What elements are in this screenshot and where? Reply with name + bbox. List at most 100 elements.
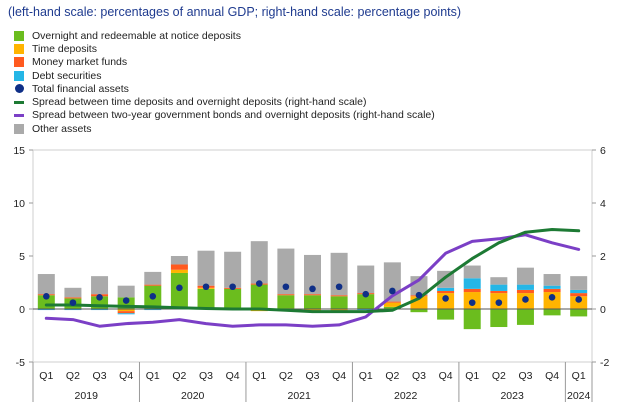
legend-item-debt: Debt securities [14,69,435,82]
legend-label: Overnight and redeemable at notice depos… [32,29,241,42]
bar-overnight [357,294,375,309]
bar-debt [516,284,534,290]
total-financial-assets-point [96,294,103,301]
bar-mmf [330,295,348,297]
x-tick-label: Q3 [199,370,213,382]
total-financial-assets-point [255,280,263,287]
legend-label: Other assets [32,122,92,135]
bar-time [117,309,135,312]
x-tick-label: Q2 [385,370,399,382]
right-axis-tick-label: 0 [600,304,606,316]
bar-other [224,251,242,288]
legend-label: Money market funds [32,56,128,69]
series-line-spread_bond [44,233,581,328]
bar-mmf [383,301,401,303]
x-tick-label: Q4 [332,370,346,382]
left-axis-tick-label: 0 [19,304,25,316]
bar-other [91,276,109,295]
year-label: 2020 [181,390,205,402]
total-financial-assets-point [468,299,476,306]
bar-debt [570,289,588,294]
total-financial-assets-point [442,295,449,302]
legend: Overnight and redeemable at notice depos… [14,29,435,135]
x-tick-label: Q1 [39,370,53,382]
legend-item-spread_time: Spread between time deposits and overnig… [14,95,435,108]
bar-debt [117,313,135,315]
bar-overnight [383,306,401,309]
x-tick-label: Q2 [172,370,186,382]
total-financial-assets-point [522,296,529,303]
legend-item-total: Total financial assets [14,82,435,95]
right-axis-tick-label: -2 [600,357,609,369]
x-tick-label: Q3 [93,370,107,382]
year-label: 2023 [500,390,524,402]
x-tick-label: Q3 [305,370,319,382]
bar-other [277,248,295,295]
bar-overnight [570,309,588,317]
bar-overnight [197,288,215,309]
bar-overnight [516,309,534,325]
bar-other [170,256,188,265]
x-tick-label: Q1 [465,370,479,382]
x-tick-label: Q4 [439,370,453,382]
total-financial-assets-point [176,284,183,292]
bar-debt [91,309,109,311]
bar-other [37,274,55,295]
total-financial-assets-point [575,296,582,303]
bar-debt [144,309,162,311]
x-tick-label: Q1 [252,370,266,382]
bar-overnight [224,288,242,309]
bar-other [117,285,135,298]
bar-debt [490,284,508,291]
total-financial-assets-point [415,291,423,299]
bar-debt [357,309,375,311]
bar-other [330,252,348,296]
x-tick-label: Q2 [279,370,293,382]
bar-debt [543,285,561,289]
legend-label: Time deposits [32,42,97,55]
bar-other [543,274,561,286]
bar-time [170,269,188,273]
bar-mmf [543,288,561,293]
bar-mmf [277,294,295,296]
legend-label: Spread between two-year government bonds… [32,109,435,122]
legend-swatch-spread_time [14,100,24,104]
x-tick-label: Q3 [412,370,426,382]
x-tick-label: Q4 [226,370,240,382]
left-axis-tick-label: 10 [13,198,25,210]
x-tick-label: Q4 [119,370,133,382]
bar-mmf [117,311,135,314]
total-financial-assets-point [69,299,77,306]
left-axis-tick-label: -5 [16,357,25,369]
legend-swatch-overnight [14,30,24,41]
total-financial-assets-point [309,285,316,293]
x-tick-label: Q1 [572,370,586,382]
bar-overnight [463,309,481,330]
bar-other [357,265,375,294]
bar-other [304,254,321,295]
total-financial-assets-point [282,283,290,291]
total-financial-assets-point [389,287,396,295]
bar-debt [64,309,82,311]
total-financial-assets-point [548,294,556,301]
total-financial-assets-point [149,292,157,300]
total-financial-assets-point [229,283,236,291]
x-tick-label: Q2 [492,370,506,382]
bar-overnight [437,309,455,320]
total-financial-assets-point [495,299,503,306]
x-tick-label: Q1 [146,370,160,382]
bar-mmf [463,288,481,293]
bar-time [304,309,321,312]
bar-other [250,241,268,284]
legend-label: Debt securities [32,69,102,82]
bar-other [490,277,508,285]
bar-overnight [410,309,428,313]
bar-other [463,265,481,279]
bar-debt [37,309,55,311]
total-financial-assets-point [122,297,130,304]
series-line-spread_time [44,228,581,314]
bar-other [570,276,588,290]
bar-other [516,267,534,285]
x-tick-label: Q3 [518,370,532,382]
